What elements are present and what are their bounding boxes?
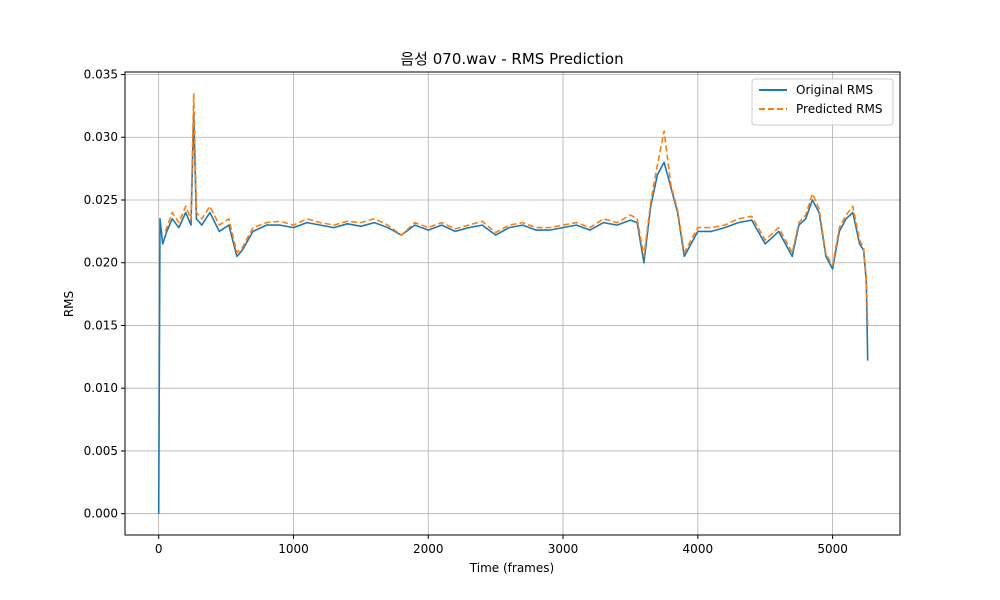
y-tick-label: 0.035 [84,68,118,82]
grid [125,72,900,535]
x-axis-ticks: 0 1000 2000 3000 4000 5000 [155,535,848,556]
chart-title: 음성 070.wav - RMS Prediction [400,50,623,68]
x-tick-label: 3000 [548,542,579,556]
y-tick-label: 0.015 [84,318,118,332]
x-tick-label: 1000 [278,542,309,556]
y-tick-label: 0.005 [84,444,118,458]
x-axis-label: Time (frames) [469,561,554,575]
legend-box [751,78,894,126]
y-tick-label: 0.000 [84,507,118,521]
series-line-predicted-rms [164,92,869,326]
y-tick-label: 0.020 [84,256,118,270]
plot-frame [124,71,901,536]
x-tick-label: 5000 [817,542,848,556]
y-axis-label: RMS [62,291,76,317]
x-tick-label: 2000 [413,542,444,556]
y-tick-label: 0.025 [84,193,118,207]
legend: Original RMS Predicted RMS [751,78,894,126]
y-tick-label: 0.010 [84,381,118,395]
y-tick-label: 0.030 [84,130,118,144]
x-tick-label: 4000 [683,542,714,556]
legend-label-original: Original RMS [796,83,873,97]
y-axis-ticks: 0.000 0.005 0.010 0.015 0.020 0.025 0.030 0.035 [84,68,125,521]
series-layer [157,92,869,514]
x-tick-label: 0 [155,542,163,556]
legend-label-predicted: Predicted RMS [796,102,882,116]
